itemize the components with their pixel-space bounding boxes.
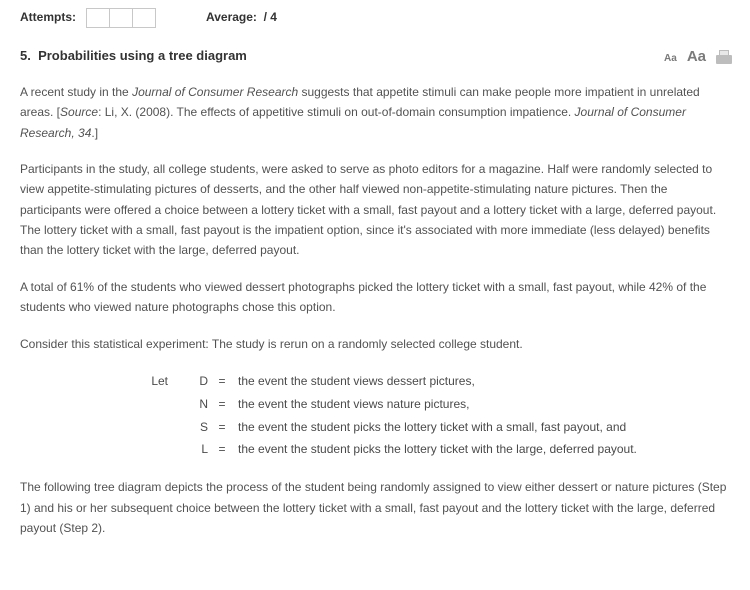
attempts-label: Attempts:: [20, 9, 76, 26]
question-body: A recent study in the Journal of Consume…: [14, 76, 736, 539]
def-row-d: Let D = the event the student views dess…: [130, 370, 730, 393]
average-label: Average: / 4: [206, 9, 277, 26]
attempt-box-3[interactable]: [132, 8, 156, 28]
font-decrease-button[interactable]: Aa: [664, 52, 677, 67]
attempt-box-2[interactable]: [109, 8, 133, 28]
attempts-bar: Attempts: Average: / 4: [14, 8, 736, 28]
question-title-row: 5. Probabilities using a tree diagram Aa…: [14, 46, 736, 76]
attempt-box-1[interactable]: [86, 8, 110, 28]
print-icon[interactable]: [716, 50, 732, 64]
question-number: 5.: [20, 48, 31, 63]
title-tools: Aa Aa: [664, 46, 732, 68]
paragraph-participants: Participants in the study, all college s…: [20, 159, 730, 261]
paragraph-percentages: A total of 61% of the students who viewe…: [20, 277, 730, 318]
def-row-n: N = the event the student views nature p…: [130, 393, 730, 416]
question-title: 5. Probabilities using a tree diagram: [20, 47, 247, 66]
question-title-text: Probabilities using a tree diagram: [38, 48, 247, 63]
def-row-l: L = the event the student picks the lott…: [130, 438, 730, 461]
font-increase-button[interactable]: Aa: [687, 46, 706, 68]
paragraph-consider: Consider this statistical experiment: Th…: [20, 334, 730, 354]
paragraph-tree-intro: The following tree diagram depicts the p…: [20, 477, 730, 538]
paragraph-intro: A recent study in the Journal of Consume…: [20, 82, 730, 143]
attempt-boxes: [86, 8, 156, 28]
def-row-s: S = the event the student picks the lott…: [130, 416, 730, 439]
event-definitions: Let D = the event the student views dess…: [130, 370, 730, 461]
